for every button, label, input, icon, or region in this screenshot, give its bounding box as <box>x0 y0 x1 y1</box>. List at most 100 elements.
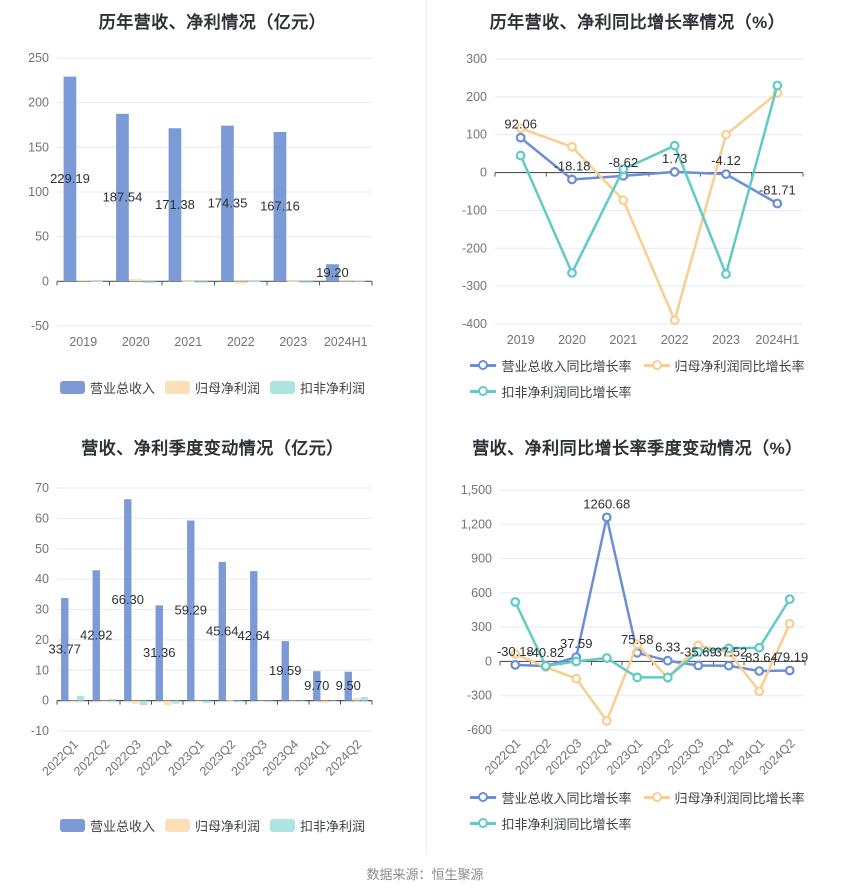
bar <box>321 700 329 704</box>
bar <box>116 113 129 282</box>
legend-item[interactable]: 扣非净利润 <box>270 816 365 835</box>
bar <box>140 700 148 706</box>
data-point <box>571 673 582 684</box>
y-tick-label: 0 <box>485 654 492 668</box>
y-tick-label: 60 <box>35 511 49 525</box>
y-tick-label: 0 <box>42 694 49 708</box>
bar <box>360 696 368 701</box>
data-label: -79.19 <box>771 649 808 664</box>
bar <box>234 281 248 284</box>
bar <box>352 280 366 282</box>
yearly-growth-chart: -400 -300 -200 -100 0 100 200 300 2019 2020 2021 20… <box>462 52 804 347</box>
data-label: 1.73 <box>662 151 687 166</box>
line-series <box>519 136 779 205</box>
x-tick-label: 2024H1 <box>324 335 368 349</box>
legend-line-marker <box>470 818 497 829</box>
data-point <box>632 639 643 650</box>
data-label: 45.64 <box>206 623 239 638</box>
data-label: 59.29 <box>174 603 207 618</box>
y-tick-label: 600 <box>471 586 492 600</box>
legend-item[interactable]: 归母净利润同比增长率 <box>643 356 805 375</box>
legend-row: 扣非净利润同比增长率 <box>470 382 632 401</box>
legend-item[interactable]: 扣非净利润 <box>270 378 365 397</box>
data-point <box>632 672 643 683</box>
data-point <box>723 643 734 654</box>
data-point <box>540 661 551 671</box>
legend-label: 归母净利润 <box>194 381 260 396</box>
bar <box>250 571 258 701</box>
bar <box>108 699 116 701</box>
data-label: 187.54 <box>103 190 143 205</box>
bar <box>203 700 211 704</box>
data-point <box>510 649 521 659</box>
legend-item[interactable]: 营业总收入 <box>59 816 155 835</box>
bar <box>218 561 226 701</box>
y-tick-label: 1,500 <box>461 483 492 497</box>
quarterly-growth-chart: -600-30003006009001,2001,5002022Q12022Q2… <box>461 483 808 778</box>
data-label: -40.82 <box>527 645 564 660</box>
data-label: 42.64 <box>237 628 270 643</box>
legend-label: 归母净利润 <box>194 819 260 834</box>
data-label: 19.20 <box>316 265 349 280</box>
legend-label: 归母净利润同比增长率 <box>674 791 805 806</box>
bar <box>195 700 203 702</box>
data-point <box>669 315 680 326</box>
legend-item[interactable]: 营业总收入 <box>59 378 155 397</box>
bar <box>344 671 352 701</box>
legend-line-marker <box>470 386 497 397</box>
legend-item[interactable]: 归母净利润同比增长率 <box>643 788 805 807</box>
data-label: 42.92 <box>80 627 113 642</box>
legend-item[interactable]: 归母净利润 <box>164 816 260 835</box>
chart-title: 历年营收、净利同比增长率情况（%） <box>489 13 786 32</box>
data-point <box>510 597 521 607</box>
y-tick-label: 300 <box>471 620 492 634</box>
data-label: 9.50 <box>336 678 361 693</box>
legend-item[interactable]: 营业总收入同比增长率 <box>470 356 632 375</box>
y-tick-label: 0 <box>480 166 487 180</box>
x-tick-label: 2022 <box>661 333 689 347</box>
data-label: -83.64 <box>741 650 778 665</box>
bar <box>352 698 360 701</box>
y-tick-label: -300 <box>462 279 487 293</box>
bar <box>273 132 287 282</box>
data-label: -4.12 <box>711 153 741 168</box>
data-point <box>567 174 577 185</box>
y-tick-label: -300 <box>467 689 492 703</box>
data-label: -18.18 <box>554 158 591 173</box>
data-point <box>662 672 673 683</box>
legend-item[interactable]: 营业总收入同比增长率 <box>470 788 632 807</box>
line-series <box>519 91 779 322</box>
data-point <box>601 653 612 663</box>
y-tick-label: 50 <box>35 542 49 556</box>
bar <box>221 125 234 282</box>
data-label: 9.70 <box>304 678 329 693</box>
quarterly-amounts-chart: -100102030405060702022Q12022Q22022Q32022… <box>31 481 373 779</box>
data-label: -81.71 <box>759 183 796 198</box>
legend-label: 营业总收入 <box>89 819 155 834</box>
legend-row: 营业总收入同比增长率 归母净利润同比增长率 <box>470 356 805 375</box>
legend-quarterly-amounts: 营业总收入 归母净利润 扣非净利润 <box>0 816 425 835</box>
legend-yearly-growth: 营业总收入同比增长率 归母净利润同比增长率 扣非净利润同比增长率 <box>425 356 850 401</box>
y-tick-label: -200 <box>462 241 487 255</box>
bar <box>61 598 69 701</box>
data-label: -30.18 <box>497 644 534 659</box>
y-tick-label: -100 <box>462 203 487 217</box>
bar <box>300 281 313 283</box>
legend-label: 扣非净利润同比增长率 <box>501 385 632 400</box>
legend-row: 营业总收入同比增长率 归母净利润同比增长率 <box>470 788 805 807</box>
legend-item[interactable]: 扣非净利润同比增长率 <box>470 382 632 401</box>
x-tick-label: 2024Q2 <box>323 737 364 778</box>
data-point <box>721 269 731 279</box>
legend-item[interactable]: 扣非净利润同比增长率 <box>470 814 632 833</box>
y-tick-label: 10 <box>35 663 49 677</box>
bar <box>171 700 179 704</box>
bar <box>195 281 208 283</box>
x-tick-label: 2021 <box>609 333 637 347</box>
y-tick-label: 150 <box>28 140 49 154</box>
bar <box>329 700 337 702</box>
data-point <box>693 646 704 657</box>
data-point <box>567 267 577 278</box>
legend-item[interactable]: 归母净利润 <box>164 378 260 397</box>
legend-swatch <box>270 381 295 394</box>
x-tick-label: 2020 <box>122 335 150 349</box>
